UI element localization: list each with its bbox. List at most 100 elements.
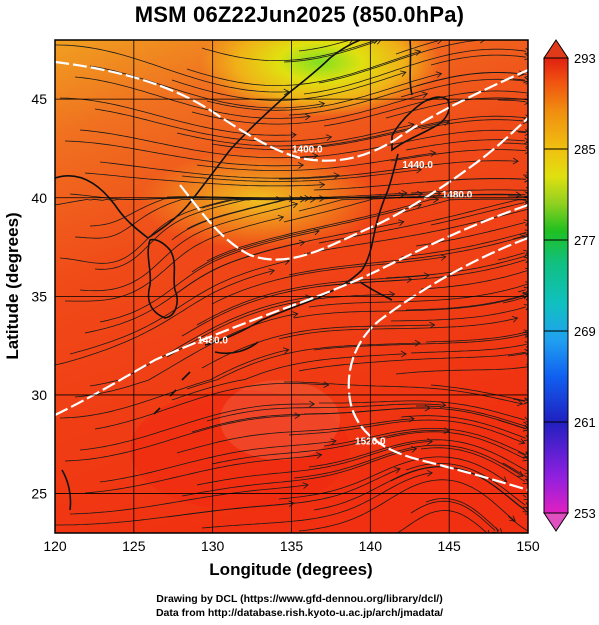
- streamline: [181, 169, 422, 182]
- streamline-arrow: [523, 451, 528, 458]
- streamline: [323, 428, 526, 456]
- streamline: [396, 510, 488, 533]
- lon-tick-label: 140: [359, 538, 383, 554]
- streamline-arrow: [424, 404, 431, 412]
- streamline-arrow: [415, 166, 422, 174]
- colorbar-label: 269: [574, 324, 596, 339]
- y-axis-title: Latitude (degrees): [3, 212, 22, 359]
- streamline-arrow: [294, 412, 301, 420]
- streamline: [94, 198, 316, 270]
- streamline: [186, 342, 421, 390]
- streamline-arrow: [426, 469, 433, 477]
- streamline-arrow: [479, 40, 486, 44]
- streamline-arrow: [283, 347, 290, 354]
- streamline: [420, 447, 526, 482]
- streamline-arrow: [523, 397, 528, 405]
- streamline-arrow: [268, 268, 275, 275]
- streamline: [59, 198, 282, 264]
- streamline-arrow: [400, 350, 407, 358]
- lat-tick-label: 30: [31, 387, 47, 403]
- streamline-arrow: [536, 481, 542, 486]
- streamline: [84, 454, 322, 494]
- colorbar-label: 261: [574, 415, 596, 430]
- streamline-arrow: [398, 219, 405, 226]
- streamline-arrow: [313, 228, 320, 236]
- streamline: [176, 123, 414, 147]
- lon-tick-label: 130: [201, 538, 225, 554]
- streamline: [395, 40, 439, 55]
- streamline: [201, 324, 435, 369]
- streamline-arrow: [522, 452, 528, 459]
- streamline-arrow: [523, 434, 528, 442]
- colorbar-body: [543, 57, 569, 514]
- streamline-arrow: [524, 47, 528, 55]
- colorbar-label: 293: [574, 51, 596, 66]
- streamline-arrow: [524, 175, 528, 183]
- streamline-arrow: [525, 281, 528, 288]
- streamline: [69, 484, 309, 515]
- streamline-arrow: [524, 509, 528, 515]
- x-axis-title: Longitude (degrees): [209, 560, 372, 579]
- streamline: [522, 494, 527, 498]
- streamline: [181, 279, 412, 337]
- streamline: [74, 313, 298, 398]
- credits-line-2: Data from http://database.rish.kyoto-u.a…: [155, 607, 444, 619]
- streamline-arrow: [376, 40, 382, 45]
- streamline-arrow: [298, 239, 306, 247]
- streamline: [430, 202, 525, 226]
- contour-1400: [55, 60, 528, 162]
- streamline: [517, 289, 526, 293]
- streamline: [59, 349, 289, 419]
- lon-tick-label: 150: [516, 538, 540, 554]
- streamline-arrow: [523, 286, 528, 294]
- streamline-arrow: [531, 269, 537, 275]
- streamline-arrow: [525, 267, 528, 275]
- streamline: [425, 498, 500, 532]
- streamline-arrow: [323, 381, 330, 388]
- streamline-arrow: [522, 232, 528, 240]
- credits-line-1: Drawing by DCL (https://www.gfd-dennou.o…: [156, 593, 443, 605]
- warm-core-region: [130, 390, 350, 510]
- streamline: [410, 500, 496, 531]
- streamline: [69, 260, 290, 355]
- streamline-arrow: [511, 316, 519, 323]
- streamline-arrow: [297, 162, 305, 169]
- streamline-arrow: [523, 219, 528, 226]
- plot-frame: [54, 39, 529, 534]
- streamline: [171, 353, 407, 401]
- streamline-arrow: [288, 500, 295, 508]
- streamline: [420, 119, 525, 130]
- streamline: [288, 235, 526, 276]
- streamline: [497, 99, 526, 103]
- streamline-arrow: [522, 292, 528, 300]
- streamline-arrow: [416, 190, 423, 198]
- streamline-arrow: [304, 113, 311, 121]
- streamline-arrow: [523, 304, 528, 311]
- streamline-arrow: [312, 152, 319, 160]
- colorbar-label: 253: [574, 506, 596, 521]
- lon-tick-label: 145: [437, 538, 461, 554]
- colorbar-label: 277: [574, 233, 596, 248]
- lon-tick-label: 125: [122, 538, 146, 554]
- streamline-arrow: [316, 452, 323, 459]
- streamline-arrow: [333, 172, 340, 180]
- colorbar-ticks: 293 285 277 269 261 253: [544, 51, 596, 521]
- contour-1520: [347, 236, 528, 492]
- streamline: [517, 451, 526, 456]
- contour-1440: [179, 117, 528, 261]
- streamline: [502, 142, 528, 145]
- streamline: [293, 295, 525, 319]
- streamline: [308, 283, 528, 308]
- streamline: [201, 40, 375, 61]
- streamline-arrow: [515, 191, 522, 199]
- streamline: [171, 194, 405, 241]
- streamline: [385, 431, 525, 459]
- streamline: [410, 189, 527, 194]
- streamline: [79, 129, 318, 159]
- streamline: [211, 429, 450, 465]
- streamline-arrow: [522, 478, 528, 485]
- streamline: [323, 90, 528, 127]
- lat-tick-label: 35: [31, 288, 47, 304]
- streamline: [298, 351, 527, 372]
